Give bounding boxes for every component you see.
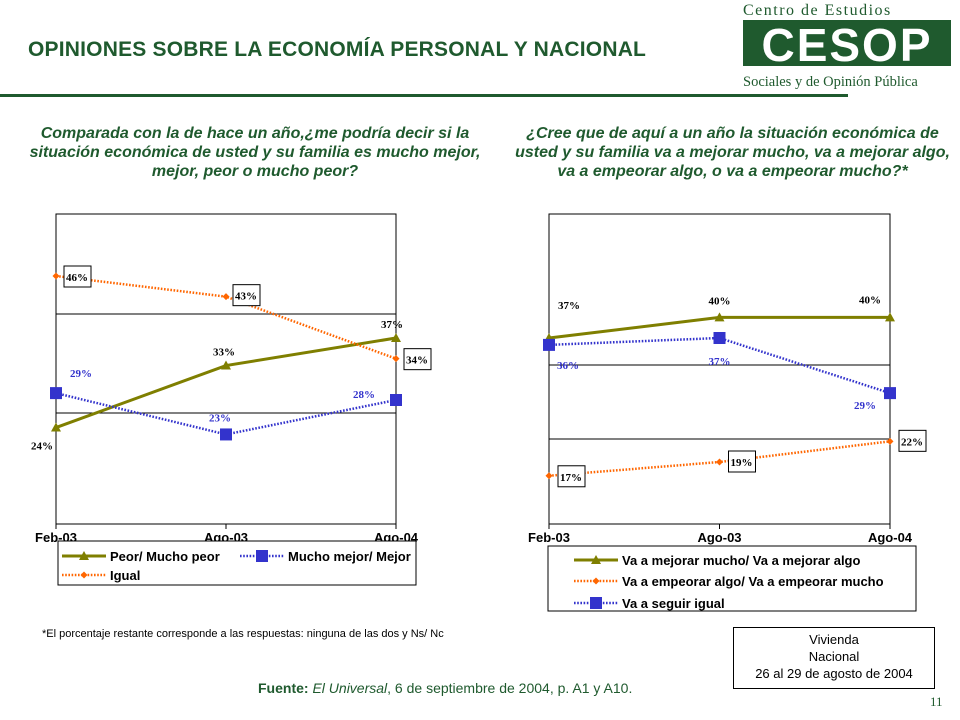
x-tick-label: Ago-03 bbox=[697, 530, 741, 545]
data-label-box bbox=[232, 284, 261, 307]
page-title: OPINIONES SOBRE LA ECONOMÍA PERSONAL Y N… bbox=[28, 38, 647, 61]
series-3: 46% 43% 34% bbox=[52, 265, 432, 371]
data-point bbox=[50, 387, 62, 400]
title-rule bbox=[0, 94, 848, 97]
footnote: *El porcentaje restante corresponde a la… bbox=[42, 628, 444, 640]
data-label: 28% bbox=[353, 389, 375, 401]
legend: Peor/ Mucho peor Mucho mejor/ Mejor Igual bbox=[57, 540, 417, 586]
page-number: 11 bbox=[930, 694, 943, 709]
data-point bbox=[222, 293, 230, 301]
logo-line2: Sociales y de Opinión Pública bbox=[743, 74, 918, 90]
data-point bbox=[221, 360, 231, 370]
legend-label: Peor/ Mucho peor bbox=[110, 549, 220, 564]
logo-line1: Centro de Estudios bbox=[743, 2, 892, 19]
legend-label: Va a mejorar mucho/ Va a mejorar algo bbox=[622, 553, 860, 568]
cesop-logo: Centro de Estudios CESOP Sociales y de O… bbox=[743, 2, 951, 90]
data-label: 34% bbox=[406, 355, 428, 367]
data-label: 17% bbox=[560, 472, 582, 484]
data-point bbox=[714, 312, 725, 322]
series-line bbox=[55, 274, 397, 360]
legend-item-2: Va a empeorar algo/ Va a empeorar mucho bbox=[574, 574, 884, 589]
data-label: 40% bbox=[709, 295, 731, 307]
chart-1: Feb-03 Ago-03 Ago-0424%33%37%29%23%28%46%4… bbox=[31, 213, 432, 586]
survey-line-1: Vivienda bbox=[809, 632, 859, 647]
data-label-box bbox=[403, 348, 432, 371]
source-label: Fuente: bbox=[258, 680, 309, 696]
data-point bbox=[220, 428, 232, 441]
data-label: 29% bbox=[70, 368, 92, 380]
legend-item-3: Igual bbox=[62, 568, 140, 583]
data-label: 24% bbox=[31, 441, 53, 453]
legend-box bbox=[547, 545, 917, 612]
question-1: Comparada con la de hace un año,¿me podr… bbox=[29, 125, 481, 180]
legend-marker bbox=[79, 551, 89, 560]
legend-item-1: Va a mejorar mucho/ Va a mejorar algo bbox=[574, 553, 860, 568]
legend-item-1: Peor/ Mucho peor bbox=[62, 549, 220, 564]
series-2: 17% 19% 22% bbox=[545, 429, 927, 488]
source-publication: El Universal bbox=[312, 680, 388, 696]
data-label: 36% bbox=[557, 360, 579, 372]
data-point bbox=[391, 333, 401, 342]
data-point bbox=[390, 394, 402, 406]
legend-label: Va a empeorar algo/ Va a empeorar mucho bbox=[622, 574, 884, 589]
legend-box bbox=[57, 540, 417, 586]
data-point bbox=[545, 472, 553, 480]
plot-area bbox=[548, 213, 891, 525]
source-details: , 6 de septiembre de 2004, p. A1 y A10. bbox=[387, 680, 633, 696]
legend-label: Igual bbox=[110, 568, 140, 583]
legend-marker bbox=[256, 550, 268, 562]
legend-item-3: Va a seguir igual bbox=[574, 596, 725, 611]
data-label: 22% bbox=[901, 436, 923, 448]
data-point bbox=[713, 332, 726, 344]
data-label: 40% bbox=[859, 294, 881, 306]
data-point bbox=[52, 272, 60, 280]
data-label-box bbox=[63, 265, 92, 288]
legend-label: Mucho mejor/ Mejor bbox=[288, 549, 411, 564]
legend: Va a mejorar mucho/ Va a mejorar algo Va … bbox=[547, 545, 917, 612]
data-label: 43% bbox=[235, 291, 257, 303]
data-point bbox=[885, 312, 895, 322]
legend-label: Va a seguir igual bbox=[622, 596, 725, 611]
question-2: ¿Cree que de aquí a un año la situación … bbox=[515, 125, 950, 180]
data-label: 37% bbox=[558, 300, 580, 312]
data-label: 19% bbox=[731, 457, 753, 469]
x-tick-label: Feb-03 bbox=[528, 530, 570, 545]
source-line: Fuente: El Universal, 6 de septiembre de… bbox=[258, 680, 632, 696]
logo-mark: CESOP bbox=[761, 19, 932, 71]
data-label: 37% bbox=[381, 319, 403, 331]
data-label: 33% bbox=[213, 347, 235, 359]
survey-line-2: Nacional bbox=[808, 649, 860, 664]
legend-marker bbox=[591, 555, 601, 564]
series-2: 29% 23% 28% bbox=[50, 368, 402, 441]
data-label-box bbox=[898, 429, 927, 452]
series-line bbox=[55, 391, 397, 436]
data-label: 37% bbox=[709, 356, 731, 368]
data-label: 29% bbox=[854, 400, 876, 412]
logo-band bbox=[743, 20, 951, 66]
x-tick-label: Ago-04 bbox=[868, 530, 913, 545]
data-point bbox=[543, 338, 555, 351]
legend-item-2: Mucho mejor/ Mejor bbox=[240, 549, 411, 564]
series-1: 37% 40% 40% bbox=[544, 294, 895, 342]
legend-marker bbox=[590, 597, 602, 609]
legend-marker bbox=[80, 571, 88, 579]
data-point bbox=[884, 387, 896, 400]
survey-line-3: 26 al 29 de agosto de 2004 bbox=[755, 666, 913, 681]
data-point bbox=[716, 458, 723, 466]
survey-info-box: Vivienda Nacional 26 al 29 de agosto de … bbox=[733, 627, 935, 689]
data-point bbox=[886, 437, 894, 445]
data-label: 46% bbox=[66, 272, 88, 284]
data-label-box bbox=[728, 450, 756, 473]
series-3: 36% 37% 29% bbox=[543, 332, 896, 412]
data-label-box bbox=[557, 465, 586, 488]
data-point bbox=[392, 355, 400, 363]
data-label: 23% bbox=[209, 412, 231, 424]
legend-marker bbox=[592, 577, 600, 585]
data-point bbox=[51, 422, 61, 432]
